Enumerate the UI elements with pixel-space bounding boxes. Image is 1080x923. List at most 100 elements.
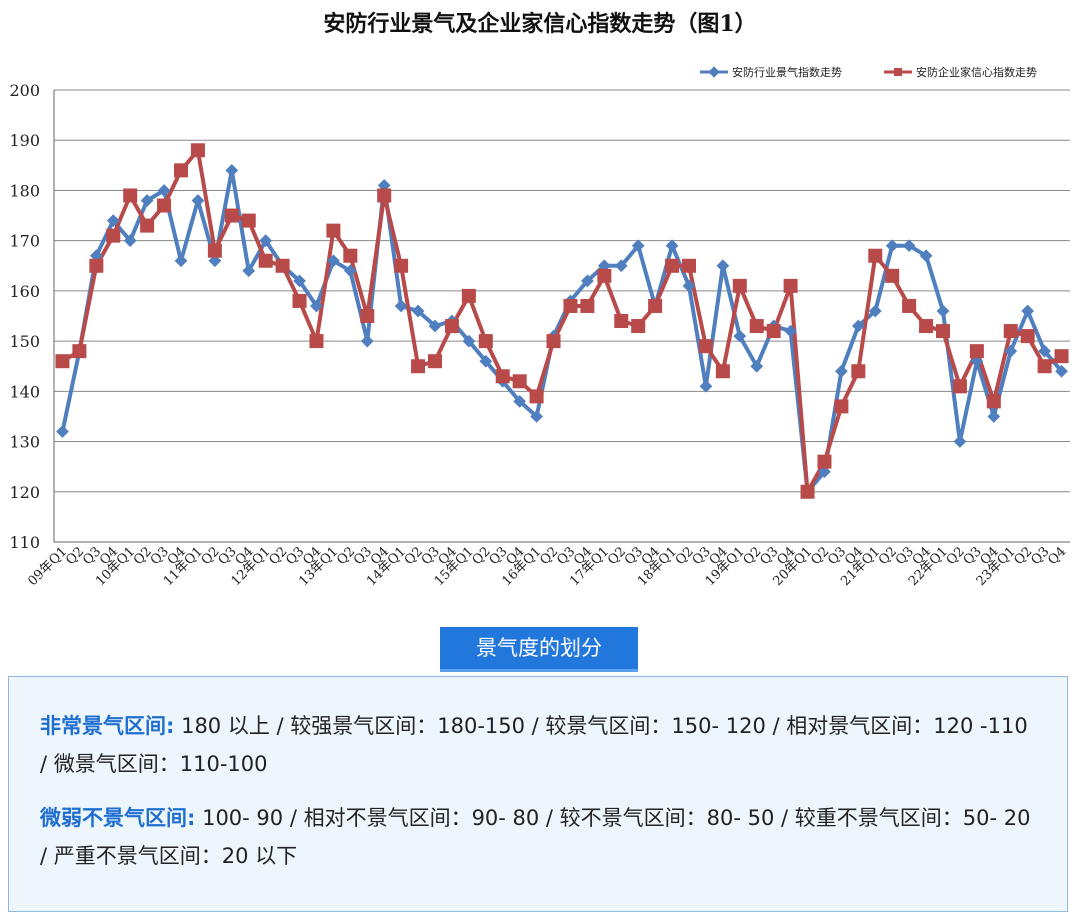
data-point-industry bbox=[885, 239, 899, 253]
data-point-industry bbox=[462, 334, 476, 348]
data-point-confidence bbox=[1003, 324, 1018, 339]
data-point-confidence bbox=[55, 354, 70, 369]
data-point-confidence bbox=[732, 278, 747, 293]
data-point-confidence bbox=[461, 288, 476, 303]
data-point-industry bbox=[665, 239, 679, 253]
data-point-confidence bbox=[614, 314, 629, 329]
data-point-confidence bbox=[885, 268, 900, 283]
series-line-confidence bbox=[61, 148, 1063, 494]
data-point-confidence bbox=[512, 374, 527, 389]
data-point-confidence bbox=[326, 223, 341, 238]
data-point-confidence bbox=[360, 309, 375, 323]
x-axis: 09年Q1Q2Q3Q410年Q1Q2Q3Q411年Q1Q2Q3Q412年Q1Q2… bbox=[25, 544, 1069, 589]
data-point-confidence bbox=[580, 298, 595, 313]
data-point-confidence bbox=[563, 298, 578, 313]
y-tick-label: 160 bbox=[9, 282, 40, 301]
note-paragraph-slump: 微弱不景气区间: 100- 90 / 相对不景气区间：90- 80 / 较不景气… bbox=[40, 799, 1037, 875]
data-point-confidence bbox=[140, 218, 155, 233]
data-point-confidence bbox=[123, 188, 138, 203]
data-point-confidence bbox=[969, 344, 984, 359]
data-point-confidence bbox=[597, 268, 612, 283]
data-point-confidence bbox=[190, 143, 205, 158]
data-point-industry bbox=[987, 410, 1001, 423]
data-point-industry bbox=[394, 299, 408, 313]
data-point-confidence bbox=[428, 354, 442, 369]
data-point-industry bbox=[259, 234, 273, 248]
note-text-boom: 180 以上 / 较强景气区间：180-150 / 较景气区间：150- 120… bbox=[40, 714, 1028, 776]
y-axis: 110 120 130 140 150 160 170 180 190 200 bbox=[9, 81, 40, 552]
data-point-industry bbox=[327, 254, 340, 268]
data-point-industry bbox=[699, 379, 713, 393]
data-point-confidence bbox=[495, 369, 510, 384]
data-point-confidence bbox=[648, 298, 663, 313]
data-point-industry bbox=[293, 274, 306, 288]
data-point-confidence bbox=[936, 324, 950, 339]
data-point-confidence bbox=[309, 334, 324, 349]
data-point-confidence bbox=[72, 344, 87, 359]
data-point-confidence bbox=[224, 208, 239, 223]
data-point-confidence bbox=[258, 253, 273, 268]
data-point-industry bbox=[310, 299, 323, 313]
y-tick-label: 120 bbox=[9, 483, 40, 502]
data-point-confidence bbox=[1037, 359, 1052, 374]
data-point-confidence bbox=[851, 364, 866, 379]
note-text-slump: 100- 90 / 相对不景气区间：90- 80 / 较不景气区间：80- 50… bbox=[40, 806, 1031, 868]
data-point-confidence bbox=[275, 258, 290, 273]
gridlines bbox=[53, 89, 1070, 543]
data-point-confidence bbox=[174, 163, 188, 178]
y-tick-label: 150 bbox=[9, 332, 40, 351]
data-point-confidence bbox=[157, 198, 172, 213]
chart-title: 安防行业景气及企业家信心指数走势（图1） bbox=[323, 11, 756, 37]
legend-label-confidence: 安防企业家信心指数走势 bbox=[916, 65, 1037, 79]
data-point-confidence bbox=[919, 319, 934, 334]
legend-label-industry: 安防行业景气指数走势 bbox=[732, 65, 842, 79]
data-point-industry bbox=[716, 259, 730, 273]
data-point-confidence bbox=[698, 339, 713, 354]
data-point-confidence bbox=[868, 248, 883, 263]
y-tick-label: 200 bbox=[9, 81, 40, 100]
data-point-industry bbox=[157, 184, 171, 197]
data-point-confidence bbox=[1054, 349, 1069, 364]
data-point-industry bbox=[191, 194, 205, 207]
section-badge: 景气度的划分 bbox=[440, 627, 638, 672]
data-point-industry bbox=[174, 254, 188, 268]
data-point-confidence bbox=[682, 258, 696, 273]
data-point-confidence bbox=[89, 258, 104, 273]
data-point-confidence bbox=[343, 248, 358, 263]
y-tick-label: 190 bbox=[9, 131, 40, 150]
data-point-confidence bbox=[478, 334, 493, 349]
data-point-confidence bbox=[715, 364, 730, 379]
x-tick-label: Q4 bbox=[1045, 544, 1069, 568]
data-point-confidence bbox=[529, 389, 544, 404]
data-point-confidence bbox=[817, 454, 832, 469]
data-point-industry bbox=[343, 264, 357, 278]
data-point-industry bbox=[225, 163, 239, 177]
data-point-confidence bbox=[106, 228, 121, 243]
data-point-industry bbox=[140, 194, 154, 207]
data-point-industry bbox=[936, 304, 950, 318]
data-point-confidence bbox=[207, 243, 222, 258]
note-key-boom: 非常景气区间: bbox=[40, 714, 175, 738]
data-point-industry bbox=[123, 234, 137, 248]
data-point-confidence bbox=[546, 334, 561, 349]
series-line-industry bbox=[60, 168, 1064, 494]
note-paragraph-boom: 非常景气区间: 180 以上 / 较强景气区间：180-150 / 较景气区间：… bbox=[40, 707, 1037, 783]
data-point-confidence bbox=[986, 394, 1001, 409]
data-point-industry bbox=[479, 354, 493, 368]
data-point-confidence bbox=[783, 278, 798, 293]
data-point-confidence bbox=[902, 298, 917, 313]
plot-lines bbox=[55, 143, 1069, 499]
data-point-industry bbox=[428, 319, 442, 333]
data-point-industry bbox=[411, 304, 425, 318]
data-point-confidence bbox=[444, 319, 459, 334]
data-point-industry bbox=[242, 264, 256, 278]
data-point-industry bbox=[106, 214, 120, 227]
notes-box: 非常景气区间: 180 以上 / 较强景气区间：180-150 / 较景气区间：… bbox=[8, 676, 1068, 912]
data-point-confidence bbox=[800, 484, 815, 499]
y-tick-label: 130 bbox=[9, 433, 40, 452]
chart-area: 安防行业景气及企业家信心指数走势（图1） 安防行业景气指数走势 安防企业家信心指… bbox=[9, 11, 1070, 589]
data-point-confidence bbox=[766, 324, 781, 339]
note-key-slump: 微弱不景气区间: bbox=[40, 806, 196, 830]
data-point-confidence bbox=[665, 258, 680, 273]
data-point-confidence bbox=[241, 213, 256, 228]
